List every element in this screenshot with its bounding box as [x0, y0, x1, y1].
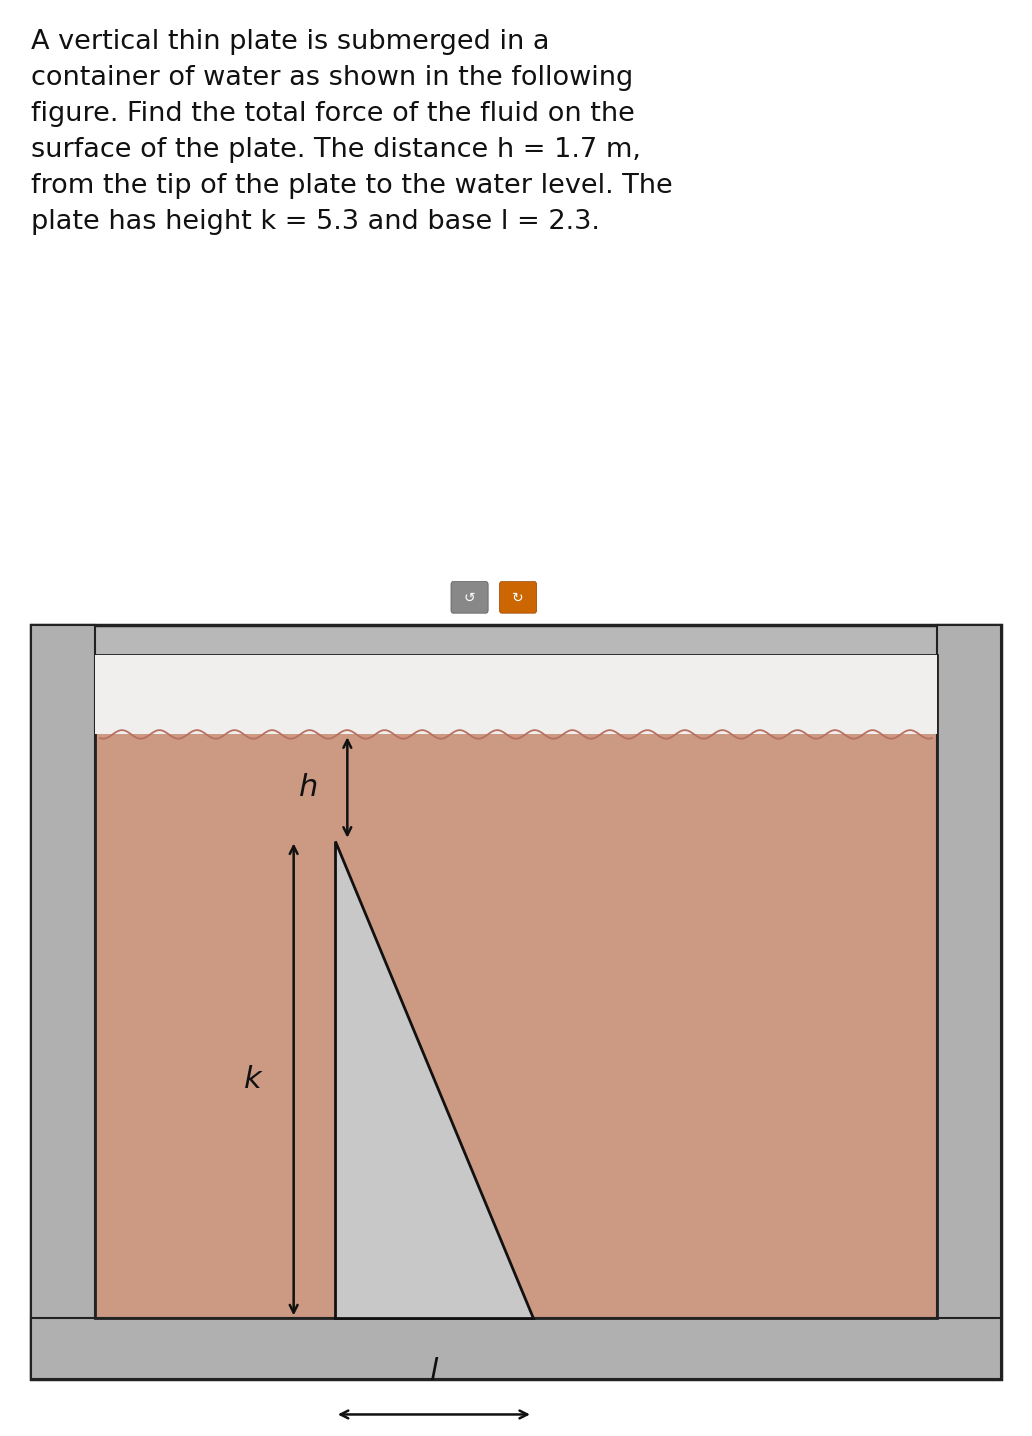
Polygon shape [937, 625, 1001, 1379]
Polygon shape [31, 1318, 1001, 1379]
FancyBboxPatch shape [451, 582, 488, 613]
Text: ↺: ↺ [463, 590, 476, 605]
Polygon shape [31, 625, 1001, 1379]
Text: l: l [429, 1357, 439, 1386]
Polygon shape [335, 840, 533, 1318]
Text: k: k [244, 1066, 261, 1094]
Polygon shape [95, 655, 937, 1318]
Text: h: h [298, 773, 318, 801]
Polygon shape [31, 625, 95, 1379]
Polygon shape [95, 655, 937, 734]
Text: ↻: ↻ [512, 590, 524, 605]
Text: A vertical thin plate is submerged in a
container of water as shown in the follo: A vertical thin plate is submerged in a … [31, 29, 673, 234]
FancyBboxPatch shape [499, 582, 537, 613]
